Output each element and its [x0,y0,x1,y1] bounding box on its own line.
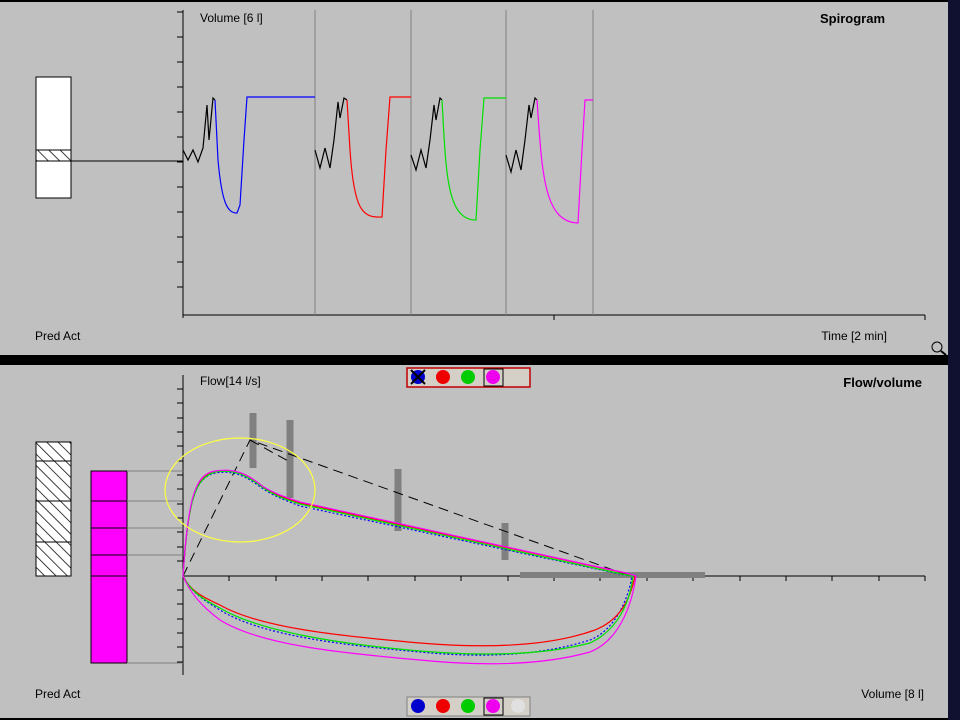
pred-bar-lines [36,460,71,543]
axes [177,10,926,320]
spiro-traces [182,96,593,224]
trial-selector-top[interactable] [406,367,531,388]
pred-markers [249,413,705,578]
trial-dividers [314,10,594,315]
panel-bg [0,2,948,355]
bar-connectors [127,470,183,664]
right-edge [948,0,960,720]
volume-bar-band [35,149,72,162]
bar-label: Pred Act [35,687,81,701]
pred-envelope [182,439,631,577]
highlight-ellipse [164,437,316,543]
trial-selector-bottom[interactable] [406,696,531,717]
y-axis-label: Flow[14 l/s] [200,374,261,388]
y-axis-label: Volume [6 l] [200,11,263,25]
flow-volume-panel: Flow[14 l/s] Flow/volume Pred Act Volume… [0,365,948,718]
spirogram-panel: Volume [6 l] Spirogram Pred Act Time [2 … [0,2,948,356]
bar-label: Pred Act [35,329,81,343]
x-axis-label: Volume [8 l] [861,687,924,701]
panel-title: Flow/volume [843,375,922,390]
volume-bar [35,76,72,199]
flow-curves [182,469,637,665]
act-bar-lines [91,500,127,577]
pred-bar [35,441,72,577]
act-bar [90,470,128,664]
zoom-icon[interactable] [931,341,947,356]
panel-title: Spirogram [820,11,885,26]
x-axis-label: Time [2 min] [821,329,887,343]
